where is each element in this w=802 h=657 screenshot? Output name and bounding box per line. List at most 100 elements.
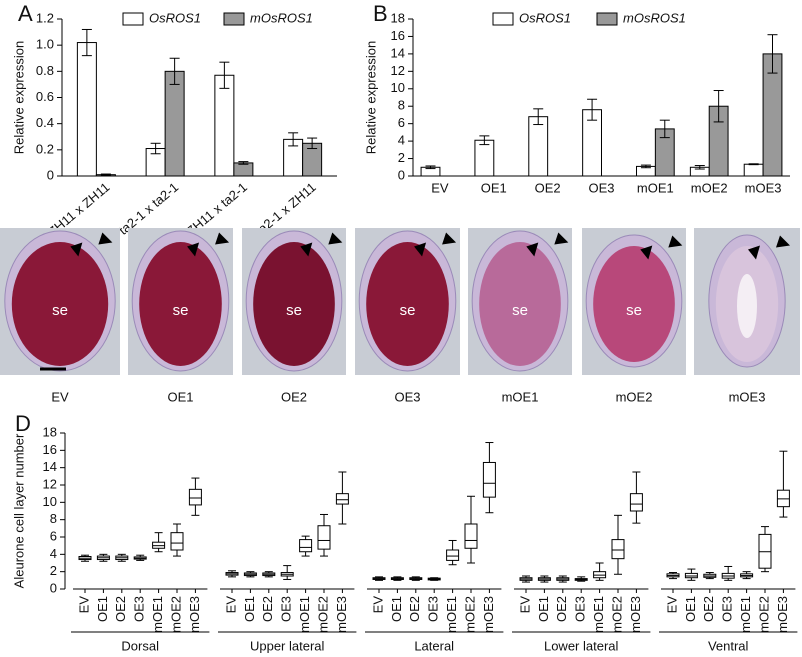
y-tick-label: 10	[391, 80, 405, 95]
y-tick-label: 0.6	[36, 89, 54, 104]
x-tick-label: OE2	[535, 180, 561, 195]
x-tick-label: mOE2	[691, 180, 728, 195]
x-tick-label: mOE2	[609, 596, 624, 633]
arrowhead	[187, 242, 200, 257]
y-tick-label: 2	[50, 563, 57, 578]
y-tick-label: 4	[50, 546, 57, 561]
region-label: se	[626, 302, 642, 319]
arrowhead	[640, 245, 653, 260]
legend-swatch	[492, 12, 514, 26]
x-tick-label: OE3	[279, 596, 294, 622]
box	[482, 461, 496, 498]
x-tick-label: OE3	[426, 596, 441, 622]
y-axis-label: Aleurone cell layer number	[11, 433, 26, 588]
x-tick-label: mOE3	[334, 596, 349, 633]
photo-label: OE1	[167, 389, 193, 404]
x-tick-label: EV	[517, 596, 532, 614]
y-tick-label: 10	[43, 494, 57, 509]
box	[446, 549, 460, 561]
legend-swatch	[596, 12, 618, 26]
y-tick-label: 16	[43, 442, 57, 457]
bar	[743, 163, 764, 177]
group-label: Dorsal	[121, 638, 159, 653]
x-tick-label: mOE2	[462, 596, 477, 633]
x-tick-label: mOE1	[444, 596, 459, 633]
arrowhead	[442, 232, 457, 245]
box	[188, 488, 202, 506]
bar	[214, 74, 235, 177]
x-tick-label: OE2	[407, 596, 422, 622]
x-tick-label: OE1	[536, 596, 551, 622]
y-tick-label: 6	[398, 115, 405, 130]
y-tick-label: 6	[50, 528, 57, 543]
endosperm	[11, 242, 109, 366]
group-label: Upper lateral	[250, 638, 325, 653]
bar	[164, 70, 185, 177]
group-label: Lower lateral	[544, 638, 619, 653]
legend-label: OsROS1	[519, 10, 571, 25]
endosperm	[139, 242, 222, 366]
y-tick-label: 2	[398, 150, 405, 165]
x-tick-label: mOE3	[187, 596, 202, 633]
legend-label: OsROS1	[149, 10, 201, 25]
group-label: Ventral	[708, 638, 749, 653]
panel-label: D	[15, 411, 31, 436]
y-axis-label: Relative expression	[363, 41, 378, 154]
bar	[233, 162, 254, 177]
panel-label: B	[373, 1, 388, 26]
arrowhead	[668, 235, 683, 248]
y-tick-label: 0.2	[36, 141, 54, 156]
endosperm	[366, 242, 449, 366]
x-tick-label: mOE1	[297, 596, 312, 633]
y-tick-label: 0.4	[36, 115, 54, 130]
region-label: se	[52, 302, 68, 319]
box	[335, 493, 349, 505]
x-tick-label: mOE1	[591, 596, 606, 633]
y-tick-label: 0.8	[36, 63, 54, 78]
x-tick-label: OE2	[554, 596, 569, 622]
region-label: se	[286, 302, 302, 319]
y-tick-label: 16	[391, 28, 405, 43]
x-tick-label: EV	[76, 596, 91, 614]
region-label: se	[173, 302, 189, 319]
x-tick-label: mOE2	[315, 596, 330, 633]
x-tick-label: OE3	[132, 596, 147, 622]
region-label: se	[400, 302, 416, 319]
photo-label: mOE3	[729, 389, 766, 404]
arrowhead	[775, 235, 790, 248]
y-tick-label: 12	[43, 476, 57, 491]
x-tick-label: mOE3	[745, 180, 782, 195]
y-tick-label: 8	[398, 98, 405, 113]
box	[170, 532, 184, 551]
group-label: Lateral	[414, 638, 454, 653]
arrowhead	[300, 242, 313, 257]
arrowhead	[747, 245, 760, 260]
x-tick-label: OE2	[260, 596, 275, 622]
y-tick-label: 0	[47, 167, 54, 182]
arrowhead	[215, 232, 230, 245]
legend-swatch	[122, 12, 144, 26]
y-tick-label: 1.0	[36, 37, 54, 52]
x-tick-label: OE1	[389, 596, 404, 622]
x-tick-label: OE2	[701, 596, 716, 622]
x-tick-label: OE3	[573, 596, 588, 622]
box	[464, 523, 478, 549]
y-tick-label: 18	[391, 10, 405, 25]
y-tick-label: 14	[391, 45, 405, 60]
y-tick-label: 18	[43, 424, 57, 439]
x-tick-label: mOE3	[481, 596, 496, 633]
y-tick-label: 12	[391, 63, 405, 78]
x-tick-label: mOE1	[738, 596, 753, 633]
arrowhead	[98, 232, 113, 245]
x-tick-label: mOE1	[637, 180, 674, 195]
box	[299, 539, 313, 553]
x-tick-label: mOE1	[150, 596, 165, 633]
bar	[76, 42, 97, 177]
region-label: se	[512, 302, 528, 319]
y-tick-label: 8	[50, 511, 57, 526]
photo-label: mOE2	[616, 389, 653, 404]
x-tick-label: EV	[370, 596, 385, 614]
photo-label: EV	[51, 389, 69, 404]
box	[317, 525, 331, 550]
